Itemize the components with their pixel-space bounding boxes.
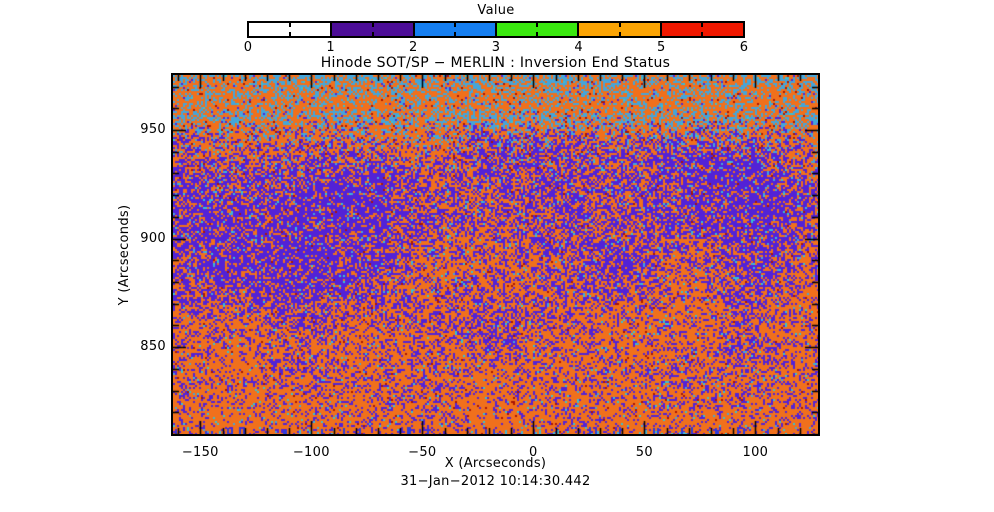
colorbar-tick-label: 4: [574, 40, 583, 55]
colorbar-tick-mark: [330, 23, 333, 36]
colorbar-tick-mark: [495, 23, 497, 36]
colorbar-tick-label: 1: [326, 40, 335, 55]
colorbar-segment-3: [495, 23, 579, 36]
colorbar-segment-0: [249, 23, 332, 36]
colorbar-tick-label: 5: [657, 40, 666, 55]
x-tick-label: 100: [742, 445, 769, 460]
x-axis-label: X (Arcseconds): [444, 456, 547, 471]
x-tick-label: 50: [635, 445, 653, 460]
colorbar-segment-4: [578, 23, 661, 36]
colorbar-minor-tick: [536, 23, 539, 27]
colorbar-tick-label: 0: [243, 40, 253, 55]
colorbar-title: Value: [477, 3, 515, 18]
colorbar-minor-tick: [700, 23, 703, 27]
colorbar-minor-tick: [618, 23, 621, 27]
colorbar-tick-label: 6: [739, 40, 749, 55]
colorbar-segment-1: [331, 23, 414, 36]
x-tick-label: 0: [529, 445, 538, 460]
colorbar-tick-mark: [659, 23, 662, 36]
colorbar-minor-tick: [618, 32, 621, 36]
colorbar-tick-mark: [412, 23, 415, 36]
colorbar-tick-label: 2: [409, 40, 418, 55]
colorbar-minor-tick: [536, 32, 539, 36]
colorbar-minor-tick: [289, 23, 292, 27]
x-tick-label: −100: [292, 445, 330, 460]
y-tick-label: 900: [140, 230, 166, 246]
colorbar: [247, 21, 745, 38]
y-axis-label: Y (Arcseconds): [117, 204, 132, 306]
colorbar-segment-5: [660, 23, 743, 36]
timestamp: 31−Jan−2012 10:14:30.442: [400, 474, 591, 489]
y-tick-label: 850: [140, 339, 166, 355]
colorbar-minor-tick: [453, 23, 456, 27]
colorbar-minor-tick: [700, 32, 703, 36]
y-tick-label: 950: [140, 121, 166, 137]
plot-area: [171, 73, 820, 436]
colorbar-tick-mark: [577, 23, 580, 36]
colorbar-minor-tick: [371, 23, 374, 27]
chart-title: Hinode SOT/SP − MERLIN : Inversion End S…: [320, 55, 671, 71]
colorbar-minor-tick: [371, 32, 374, 36]
x-tick-label: −150: [181, 445, 219, 460]
colorbar-minor-tick: [453, 32, 456, 36]
heatmap-canvas: [173, 75, 818, 434]
colorbar-minor-tick: [289, 32, 292, 36]
colorbar-tick-label: 3: [491, 40, 501, 55]
colorbar-segment-2: [413, 23, 496, 36]
x-tick-label: −50: [408, 445, 437, 460]
